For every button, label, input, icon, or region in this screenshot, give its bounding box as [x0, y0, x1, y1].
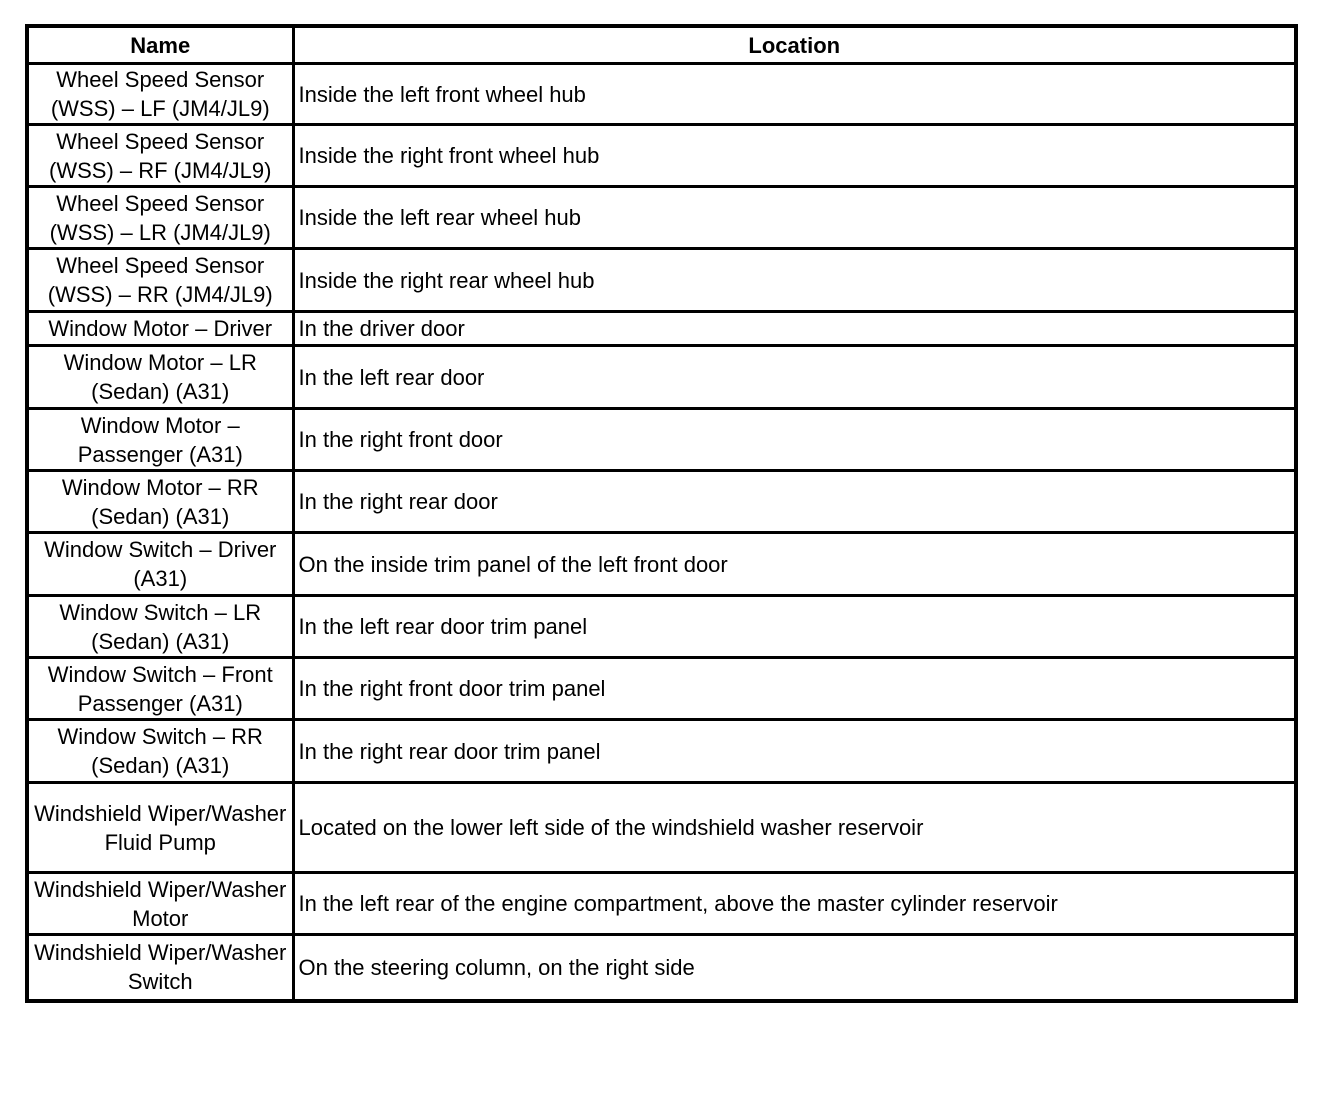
cell-name: Windshield Wiper/Washer Fluid Pump [25, 781, 295, 874]
cell-name: Window Motor – Driver [25, 310, 295, 347]
header-location: Location [291, 24, 1298, 65]
cell-location: Located on the lower left side of the wi… [291, 781, 1298, 874]
cell-name: Window Switch – Driver (A31) [25, 531, 295, 597]
table-row: Window Motor – Driver In the driver door [25, 310, 1298, 347]
table-row: Wheel Speed Sensor (WSS) – RF (JM4/JL9) I… [25, 123, 1298, 188]
table-row: Wheel Speed Sensor (WSS) – RR (JM4/JL9) I… [25, 247, 1298, 313]
cell-location: On the inside trim panel of the left fro… [291, 531, 1298, 597]
table-row: Window Switch – LR (Sedan) (A31) In the l… [25, 594, 1298, 659]
cell-location: In the left rear of the engine compartme… [291, 871, 1298, 936]
cell-name: Wheel Speed Sensor (WSS) – RF (JM4/JL9) [25, 123, 295, 188]
cell-location: In the left rear door [291, 344, 1298, 410]
cell-name: Window Switch – LR (Sedan) (A31) [25, 594, 295, 659]
cell-name: Window Motor – Passenger (A31) [25, 407, 295, 472]
table-row: Window Motor – Passenger (A31) In the rig… [25, 407, 1298, 472]
cell-name: Window Switch – RR (Sedan) (A31) [25, 718, 295, 784]
cell-name: Wheel Speed Sensor (WSS) – LR (JM4/JL9) [25, 185, 295, 250]
cell-location: Inside the left rear wheel hub [291, 185, 1298, 250]
header-name: Name [25, 24, 295, 65]
table-row: Windshield Wiper/Washer Switch On the ste… [25, 933, 1298, 1002]
cell-name: Window Motor – RR (Sedan) (A31) [25, 469, 295, 534]
component-location-table: Name Location Wheel Speed Sensor (WSS) –… [25, 24, 1298, 1003]
cell-location: Inside the right rear wheel hub [291, 247, 1298, 313]
cell-location: Inside the left front wheel hub [291, 62, 1298, 126]
cell-name: Windshield Wiper/Washer Motor [25, 871, 295, 936]
cell-location: In the right front door [291, 407, 1298, 472]
table-row: Windshield Wiper/Washer Motor In the left… [25, 871, 1298, 936]
cell-name: Windshield Wiper/Washer Switch [25, 933, 295, 1002]
cell-name: Wheel Speed Sensor (WSS) – RR (JM4/JL9) [25, 247, 295, 313]
cell-name: Window Motor – LR (Sedan) (A31) [25, 344, 295, 410]
cell-location: In the right rear door [291, 469, 1298, 534]
table-row: Window Motor – LR (Sedan) (A31) In the le… [25, 344, 1298, 410]
cell-location: In the left rear door trim panel [291, 594, 1298, 659]
table-row: Wheel Speed Sensor (WSS) – LF (JM4/JL9) I… [25, 62, 1298, 126]
table-row: Windshield Wiper/Washer Fluid Pump Locate… [25, 781, 1298, 874]
table-row: Window Switch – Front Passenger (A31) In … [25, 656, 1298, 721]
cell-location: In the driver door [291, 310, 1298, 347]
table-row: Window Motor – RR (Sedan) (A31) In the ri… [25, 469, 1298, 534]
cell-name: Wheel Speed Sensor (WSS) – LF (JM4/JL9) [25, 62, 295, 126]
cell-location: On the steering column, on the right sid… [291, 933, 1298, 1002]
cell-location: Inside the right front wheel hub [291, 123, 1298, 188]
table-row: Wheel Speed Sensor (WSS) – LR (JM4/JL9) I… [25, 185, 1298, 250]
cell-name: Window Switch – Front Passenger (A31) [25, 656, 295, 721]
table-row: Window Switch – RR (Sedan) (A31) In the r… [25, 718, 1298, 784]
table-row: Window Switch – Driver (A31) On the insid… [25, 531, 1298, 597]
header-row: Name Location [25, 24, 1298, 65]
cell-location: In the right front door trim panel [291, 656, 1298, 721]
cell-location: In the right rear door trim panel [291, 718, 1298, 784]
